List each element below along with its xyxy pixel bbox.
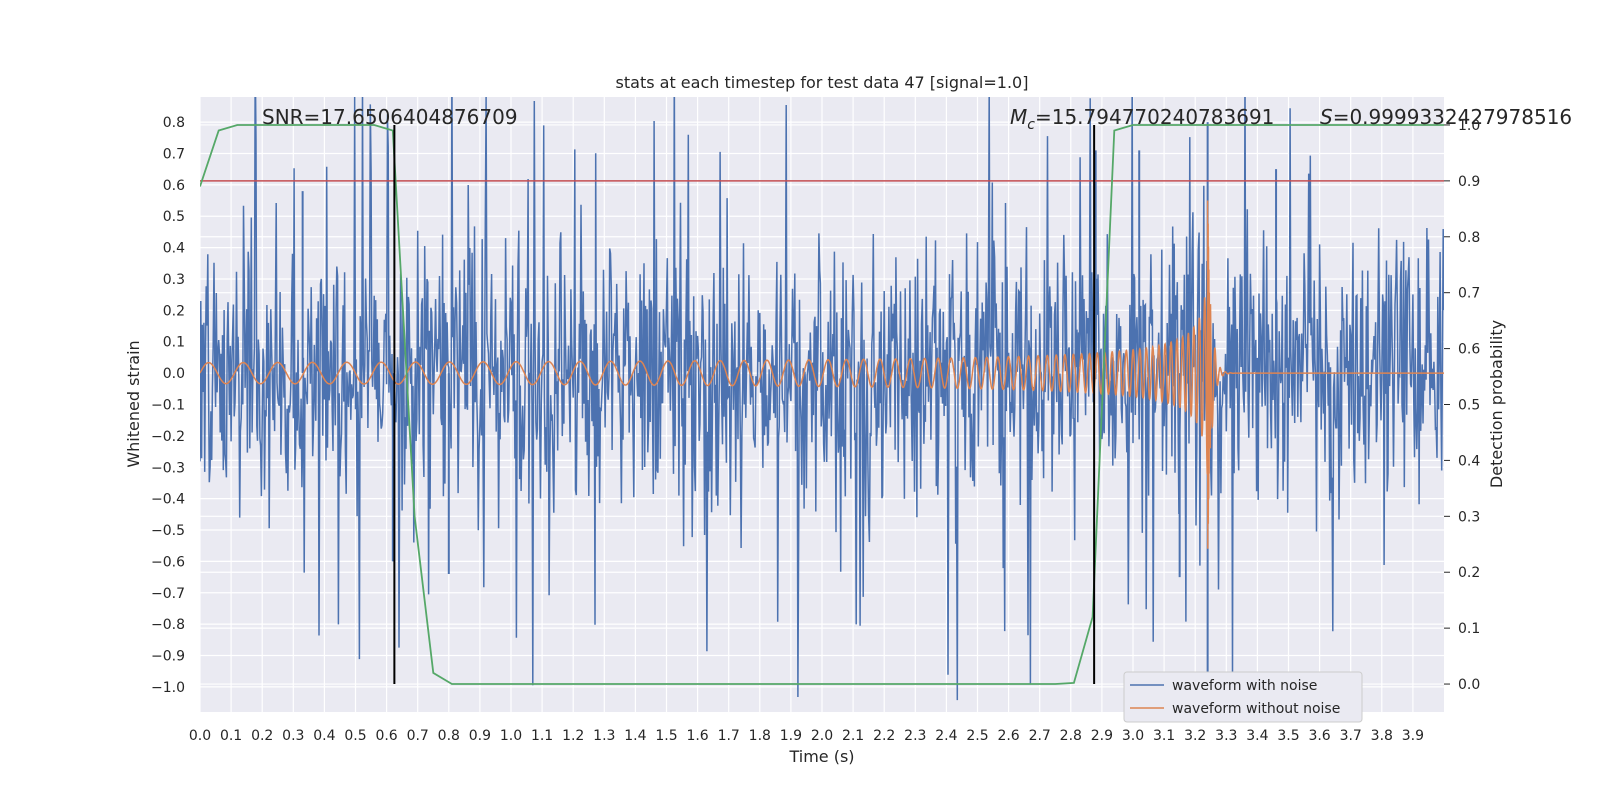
x-tick-label: 1.7 [718,728,740,744]
x-tick-label: 0.3 [282,728,304,744]
y-tick-label: −0.2 [151,429,185,445]
x-axis-label: Time (s) [788,747,854,766]
x-tick-label: 2.6 [997,728,1019,744]
chart-title: stats at each timestep for test data 47 … [616,73,1029,92]
score-symbol: S [1320,105,1333,129]
x-tick-label: 1.8 [749,728,771,744]
detection-probability-line [200,124,1444,685]
x-tick-label: 2.3 [904,728,926,744]
y2-tick-label: 0.8 [1458,230,1480,246]
y-tick-label: 0.6 [163,178,185,194]
chirp-mass-symbol: M [1010,105,1027,129]
y-tick-label: −0.4 [151,492,185,508]
snr-annotation: SNR=17.6506404876709 [262,105,518,129]
y-tick-label: 0.7 [163,146,185,162]
x-tick-label: 0.6 [375,728,397,744]
y-tick-labels: 0.8 0.7 0.6 0.5 0.4 0.3 0.2 0.1 0.0 −0.1 −0.2 −0.3 −… [151,115,185,696]
x-tick-label: 2.4 [935,728,957,744]
legend: waveform with noise waveform without noi… [1123,671,1363,723]
legend-label-waveform-without-noise: waveform without noise [1172,701,1340,717]
x-tick-label: 1.2 [562,728,584,744]
x-tick-label: 1.4 [624,728,646,744]
y-tick-label: 0.5 [163,209,185,225]
x-tick-label: 1.6 [686,728,708,744]
y-tick-label: 0.4 [163,241,185,257]
x-tick-label: 2.9 [1091,728,1113,744]
x-tick-label: 0.1 [220,728,242,744]
legend-label-waveform-with-noise: waveform with noise [1172,678,1317,694]
legend-box [1123,671,1363,723]
x-tick-label: 2.1 [842,728,864,744]
x-tick-label: 1.5 [655,728,677,744]
x-tick-label: 3.2 [1184,728,1206,744]
chirp-mass-annotation: Mc=15.794770240783691 [1010,105,1274,133]
y2-tick-label: 1.0 [1458,118,1480,134]
x-tick-label: 3.8 [1371,728,1393,744]
y2-tick-label: 0.2 [1458,565,1480,581]
x-tick-label: 0.8 [438,728,460,744]
y-tick-label: 0.1 [163,335,185,351]
score-annotation: S=0.9999332427978516 [1320,105,1572,129]
x-tick-label: 0.2 [251,728,273,744]
y2-tick-label: 0.6 [1458,342,1480,358]
x-tick-label: 1.9 [780,728,802,744]
x-tick-label: 3.9 [1402,728,1424,744]
y-tick-label: 0.8 [163,115,185,131]
x-tick-label: 0.0 [189,728,211,744]
y-tick-label: −0.8 [151,617,185,633]
x-tick-label: 0.5 [344,728,366,744]
y-tick-label: −0.7 [151,586,185,602]
x-tick-label: 3.4 [1246,728,1268,744]
x-tick-label: 1.3 [593,728,615,744]
y2-tick-label: 0.0 [1458,677,1480,693]
y2-tick-label: 0.3 [1458,509,1480,525]
traces [200,97,1444,701]
x-tick-label: 2.5 [966,728,988,744]
y2-tick-label: 0.7 [1458,286,1480,302]
y2-tick-label: 0.5 [1458,398,1480,414]
x-tick-label: 3.5 [1277,728,1299,744]
chirp-mass-value: =15.794770240783691 [1035,105,1274,129]
y2-tick-label: 0.4 [1458,453,1480,469]
x-tick-labels: 0.0 0.1 0.2 0.3 0.4 0.5 0.6 0.7 0.8 0.9 1.0 1.1 1.2 1… [189,728,1424,744]
x-tick-label: 3.1 [1153,728,1175,744]
y-tick-label: −0.6 [151,554,185,570]
y-tick-label: −0.5 [151,523,185,539]
y2-axis-label: Detection probability [1487,320,1506,488]
y-tick-label: −0.1 [151,398,185,414]
x-tick-label: 2.8 [1060,728,1082,744]
y-axis-label: Whitened strain [124,340,143,467]
x-tick-label: 2.0 [811,728,833,744]
chirp-mass-subscript: c [1027,117,1035,133]
y-tick-label: 0.2 [163,303,185,319]
y2-tick-label: 0.9 [1458,174,1480,190]
y-tick-label: 0.3 [163,272,185,288]
x-tick-label: 0.7 [407,728,429,744]
x-tick-label: 2.7 [1029,728,1051,744]
x-tick-label: 0.4 [313,728,335,744]
y-tick-label: 0.0 [163,366,185,382]
y2-tick-label: 0.1 [1458,621,1480,637]
y-tick-label: −0.9 [151,649,185,665]
x-tick-label: 1.0 [500,728,522,744]
y-tick-label: −0.3 [151,460,185,476]
x-tick-label: 1.1 [531,728,553,744]
x-tick-label: 3.7 [1340,728,1362,744]
score-value: =0.9999332427978516 [1333,105,1572,129]
x-tick-label: 3.0 [1122,728,1144,744]
y-tick-label: −1.0 [151,680,185,696]
x-tick-label: 3.6 [1308,728,1330,744]
x-tick-label: 2.2 [873,728,895,744]
x-tick-label: 0.9 [469,728,491,744]
y2-tick-labels: 1.0 0.9 0.8 0.7 0.6 0.5 0.4 0.3 0.2 0.1 0.0 [1444,118,1480,693]
x-tick-label: 3.3 [1215,728,1237,744]
